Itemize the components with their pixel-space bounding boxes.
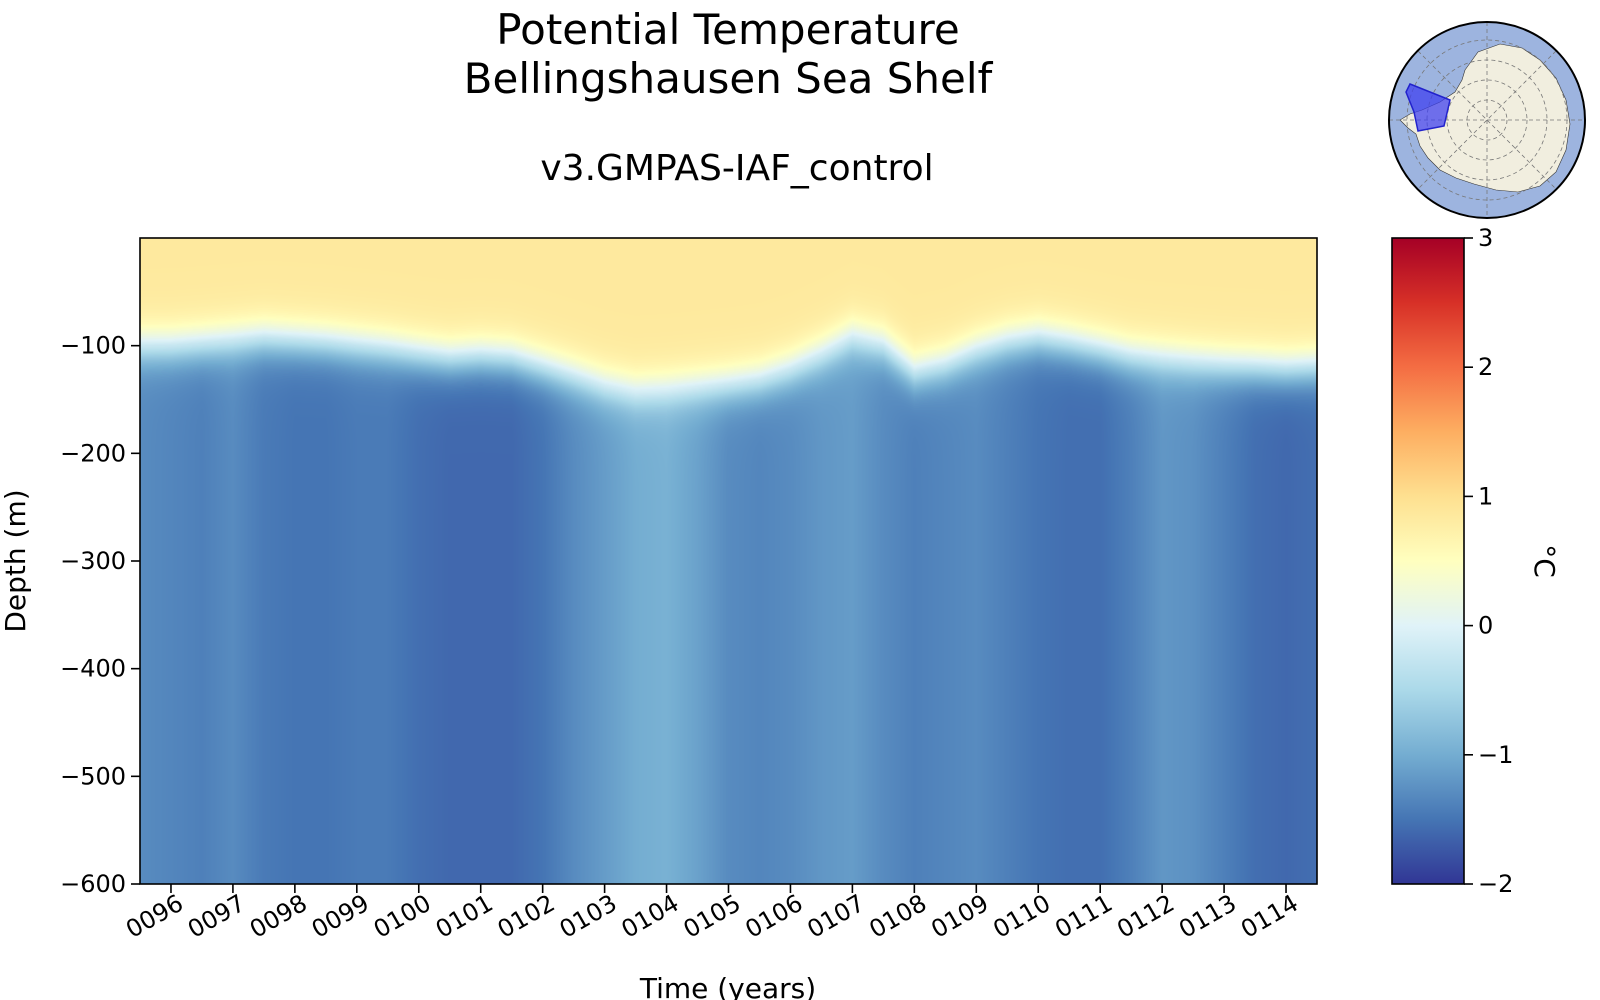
x-tick-label: 0097 [183, 889, 250, 944]
x-tick-label: 0098 [245, 889, 312, 944]
y-tick-label: −400 [60, 655, 126, 683]
x-tick-label: 0109 [926, 889, 993, 944]
y-tick-label: −200 [60, 439, 126, 467]
y-tick-label: −300 [60, 547, 126, 575]
x-tick-label: 0106 [741, 889, 808, 944]
heatmap-canvas [140, 238, 1317, 884]
x-tick-label: 0110 [988, 889, 1055, 944]
x-tick-label: 0104 [617, 889, 684, 944]
x-tick-label: 0105 [679, 889, 746, 944]
y-tick-label: −600 [60, 870, 126, 898]
x-tick-label: 0112 [1112, 889, 1179, 944]
y-tick-label: −500 [60, 762, 126, 790]
colorbar-tick-label: 3 [1478, 224, 1493, 252]
x-tick-label: 0111 [1050, 889, 1117, 944]
chart-subtitle: v3.GMPAS-IAF_control [540, 148, 933, 189]
x-tick-label: 0114 [1236, 889, 1303, 944]
colorbar: 3 2 1 0 −1 −2 °C [1391, 224, 1561, 898]
x-tick-label: 0096 [121, 889, 188, 944]
colorbar-tick-label: −2 [1478, 870, 1513, 898]
colorbar-tick-label: 2 [1478, 353, 1493, 381]
heatmap-plot [139, 237, 1318, 885]
x-tick-label: 0108 [864, 889, 931, 944]
chart-title-line-1: Potential Temperature [496, 5, 959, 54]
colorbar-ticks: 3 2 1 0 −1 −2 [1464, 224, 1513, 898]
x-tick-label: 0113 [1174, 889, 1241, 944]
x-tick-label: 0100 [369, 889, 436, 944]
x-tick-label: 0103 [555, 889, 622, 944]
x-axis-label: Time (years) [639, 972, 816, 1000]
map-highlighted-region [1405, 83, 1451, 132]
y-axis-label: Depth (m) [0, 489, 32, 632]
colorbar-tick-label: 1 [1478, 482, 1493, 510]
colorbar-tick-label: 0 [1478, 612, 1493, 640]
map-border [1388, 21, 1586, 219]
x-tick-label: 0107 [802, 889, 869, 944]
chart-title-line-2: Bellingshausen Sea Shelf [464, 54, 994, 103]
y-axis-ticks: −100 −200 −300 −400 −500 −600 [60, 332, 140, 898]
map-graticule [1389, 22, 1585, 218]
x-tick-label: 0101 [431, 889, 498, 944]
y-tick-label: −100 [60, 332, 126, 360]
colorbar-label: °C [1528, 544, 1561, 578]
colorbar-tick-label: −1 [1478, 741, 1513, 769]
inset-region-map [1388, 21, 1586, 219]
colorbar-gradient-bar [1391, 237, 1465, 885]
x-axis-ticks: 0096009700980099010001010102010301040105… [121, 884, 1303, 944]
x-tick-label: 0102 [493, 889, 560, 944]
x-tick-label: 0099 [307, 889, 374, 944]
